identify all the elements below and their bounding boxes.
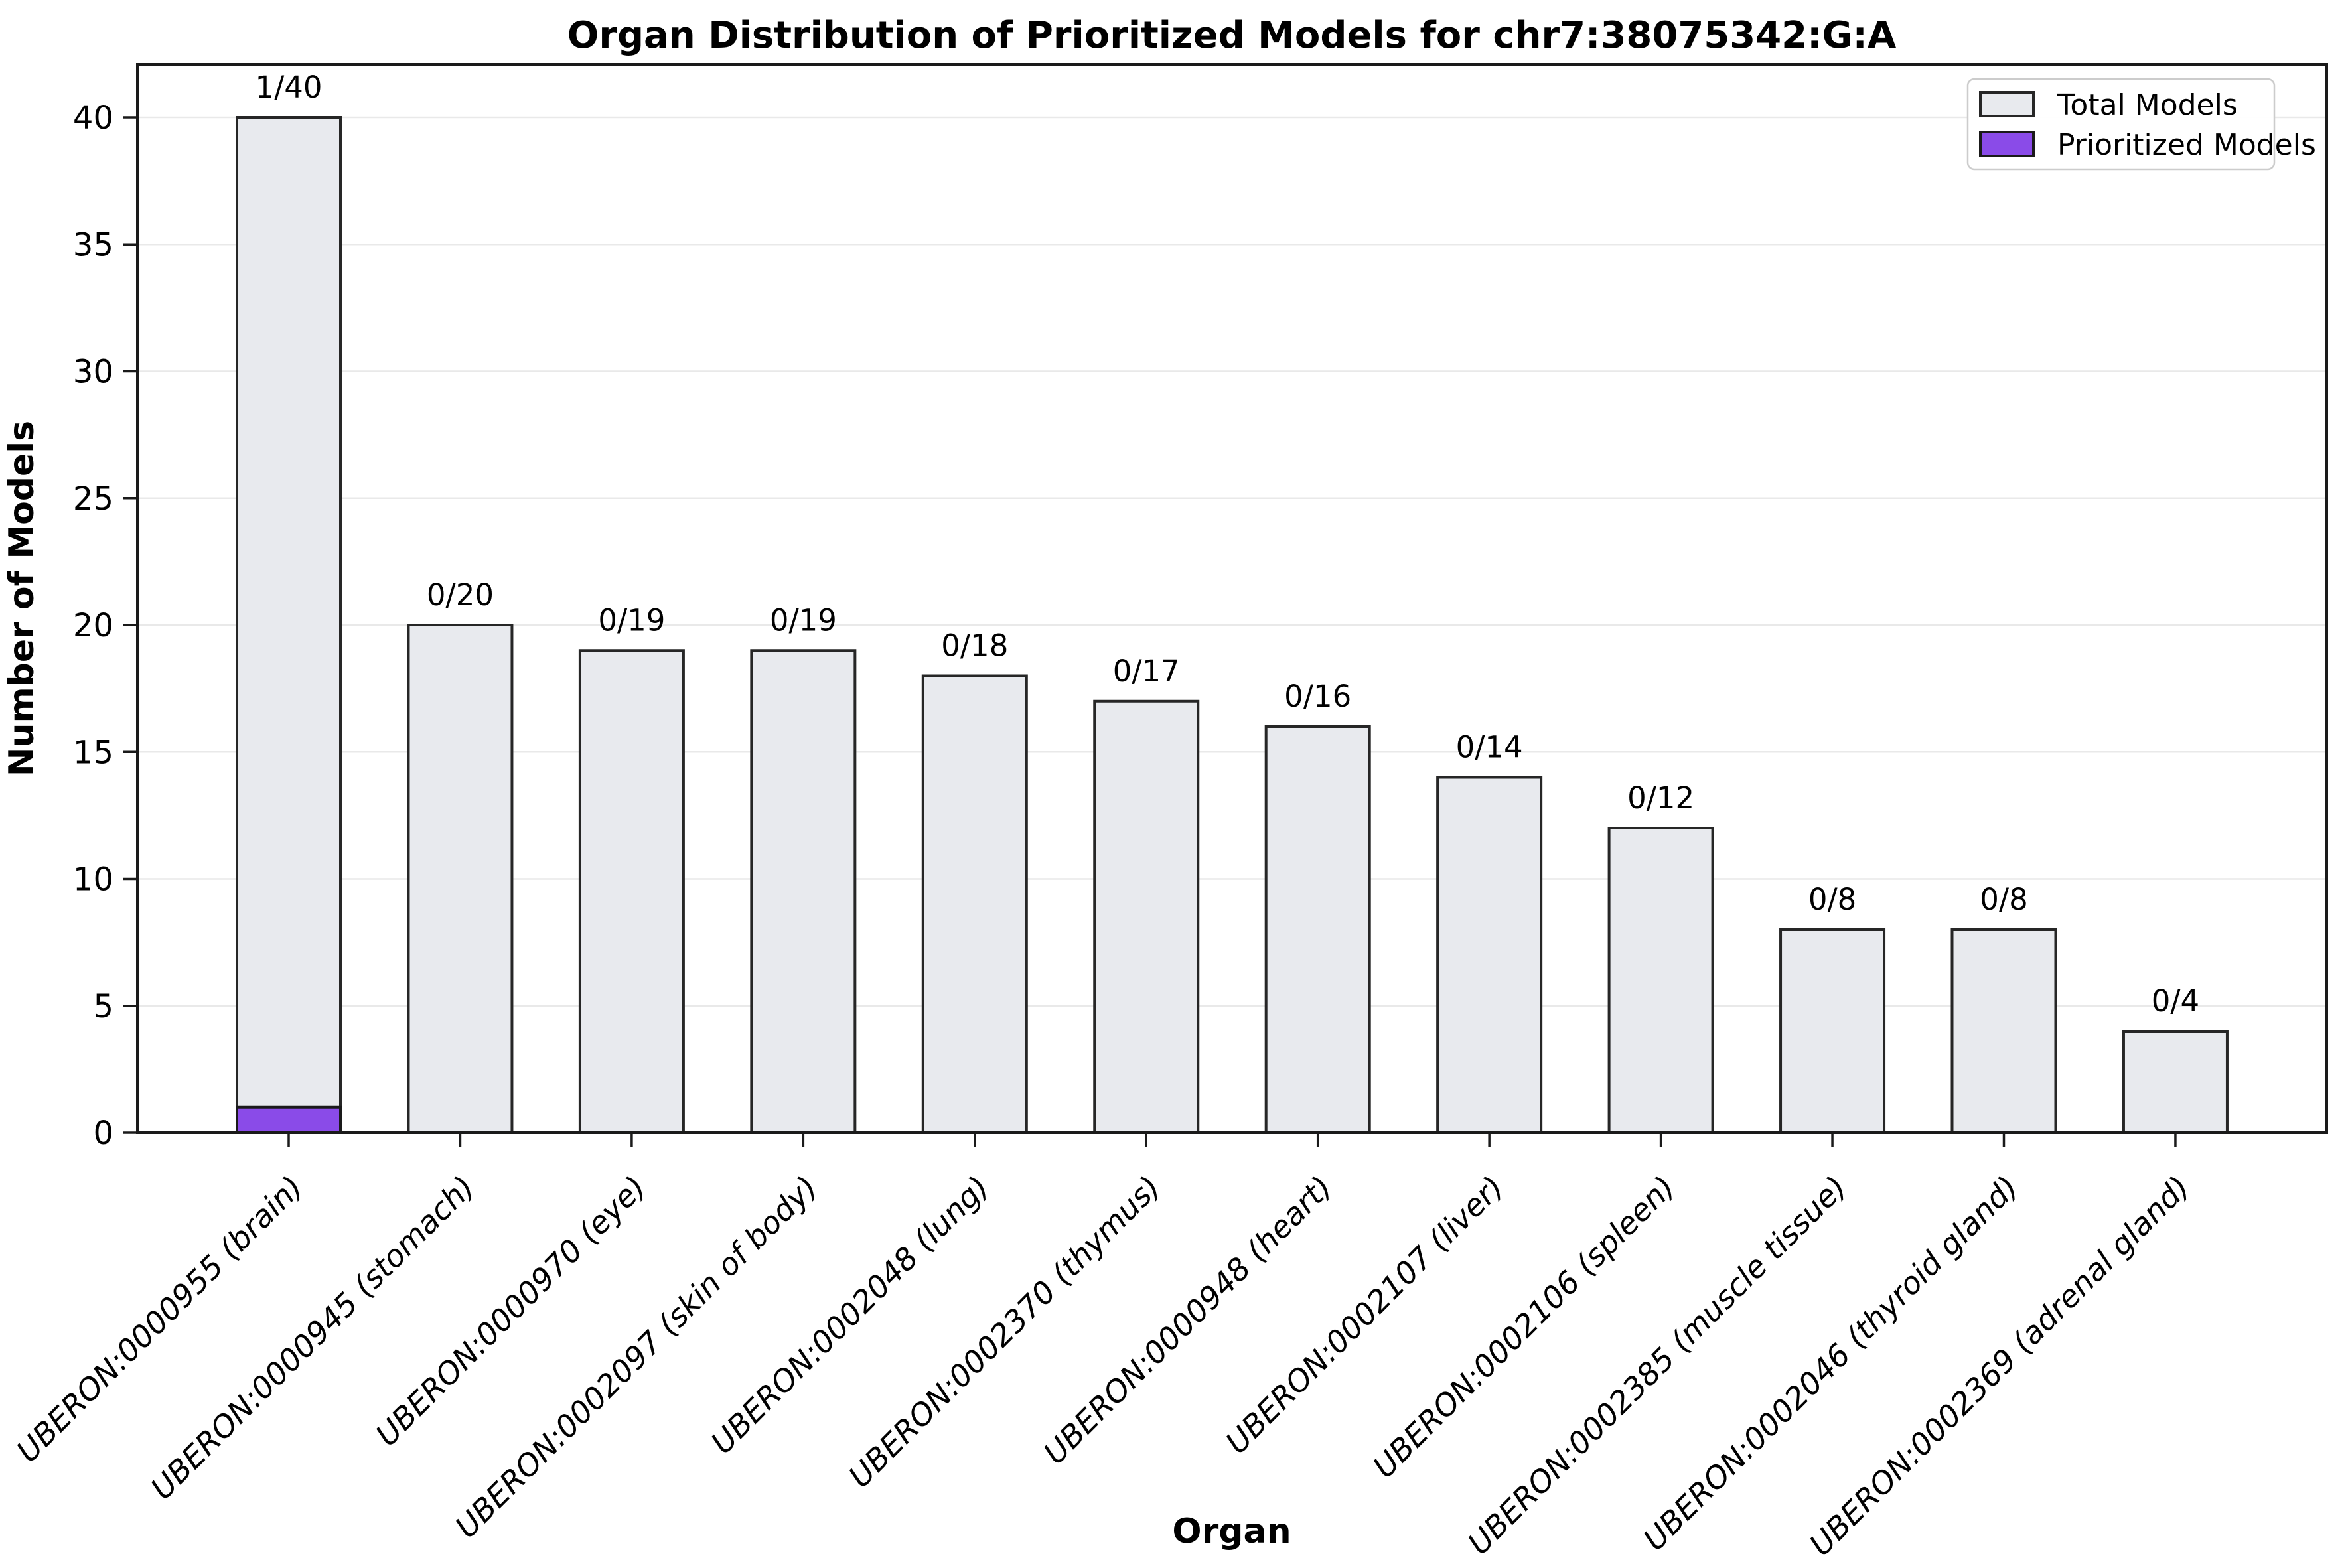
y-tick-label: 5: [93, 988, 113, 1025]
bar-total: [1093, 699, 1200, 1134]
bar-value-label: 0/8: [1980, 882, 2027, 917]
legend-frame: [1966, 78, 2276, 171]
bar-value-label: 0/19: [770, 603, 837, 638]
bar-value-label: 0/16: [1284, 679, 1351, 714]
x-axis-label: Organ: [1172, 1512, 1291, 1551]
bar-total: [1779, 928, 1886, 1134]
bar-total: [1264, 725, 1371, 1134]
x-tick-label: UBERON:0000948 (heart): [1037, 1169, 1339, 1472]
bar-total: [921, 674, 1028, 1134]
bar-total: [1436, 776, 1543, 1134]
bar-prioritized: [236, 1105, 342, 1134]
bar-value-label: 0/8: [1808, 882, 1856, 917]
y-tick-label: 0: [93, 1115, 113, 1152]
y-tick-label: 15: [73, 734, 113, 771]
bar-value-label: 0/12: [1627, 780, 1694, 816]
x-tick-label: UBERON:0002370 (thymus): [842, 1169, 1167, 1495]
bar-value-label: 0/4: [2152, 983, 2199, 1019]
x-tick-label: UBERON:0000945 (stomach): [144, 1169, 482, 1507]
chart-title: Organ Distribution of Prioritized Models…: [567, 14, 1897, 57]
bar-value-label: 0/17: [1113, 654, 1180, 689]
bar-total: [407, 624, 514, 1134]
bar-total: [750, 649, 857, 1134]
bar-value-label: 0/18: [941, 628, 1008, 664]
y-tick-label: 35: [73, 226, 113, 263]
bar-value-label: 0/19: [598, 603, 665, 638]
bar-value-label: 0/14: [1456, 730, 1523, 765]
bar-total: [578, 649, 685, 1134]
bar-total: [236, 116, 342, 1134]
y-axis-label: Number of Models: [2, 421, 42, 776]
bar-total: [1950, 928, 2057, 1134]
bar-value-label: 0/20: [427, 577, 494, 612]
x-tick-label: UBERON:0002048 (lung): [704, 1169, 996, 1461]
legend-swatch-total-models: [1979, 91, 2035, 117]
x-tick-label: UBERON:0002369 (adrenal gland): [1802, 1169, 2197, 1563]
y-tick-label: 25: [73, 480, 113, 518]
plot-area: 1/40 0/20 0/19 0/19 0/18 0/17 0/16 0/14 0/12 0/8 0…: [9, 63, 2328, 1563]
x-tick-label: UBERON:0002385 (muscle tissue): [1461, 1169, 1854, 1562]
x-tick-label: UBERON:0000970 (eye): [368, 1169, 652, 1453]
plot-frame: [136, 63, 2328, 1134]
x-tick-label: UBERON:0002097 (skin of body): [448, 1169, 824, 1545]
legend-swatch-prioritized-models: [1979, 131, 2035, 157]
x-tick-label: UBERON:0002106 (spleen): [1366, 1169, 1682, 1485]
bar-total: [2122, 1030, 2229, 1134]
legend-label-prioritized-models: Prioritized Models: [2057, 128, 2316, 162]
bar-total: [1607, 827, 1714, 1134]
y-tick-label: 10: [73, 861, 113, 898]
y-tick-label: 40: [73, 100, 113, 137]
x-tick-label: UBERON:0002046 (thyroid gland): [1637, 1169, 2025, 1558]
legend: Total Models Prioritized Models: [1966, 78, 2316, 171]
x-tick-label: UBERON:0000955 (brain): [9, 1169, 310, 1470]
y-tick-label: 30: [73, 354, 113, 391]
bar-value-label: 1/40: [255, 70, 322, 105]
x-tick-label: UBERON:0002107 (liver): [1218, 1169, 1510, 1461]
legend-label-total-models: Total Models: [2057, 88, 2238, 122]
y-tick-label: 20: [73, 607, 113, 644]
